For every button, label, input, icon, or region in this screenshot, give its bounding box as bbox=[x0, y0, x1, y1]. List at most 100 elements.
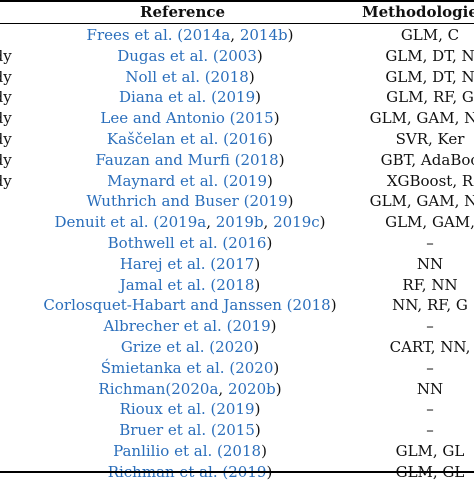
citation-punctuation: ) bbox=[254, 275, 261, 294]
citation-link[interactable]: 2020a bbox=[171, 379, 219, 398]
cell-methodologies: NN, RF, G bbox=[392, 296, 468, 315]
table-row: udyFauzan and Murfi (2018)GBT, AdaBoo bbox=[0, 150, 474, 171]
citation-link[interactable]: 2016 bbox=[229, 129, 268, 148]
citation-link[interactable]: 2019 bbox=[216, 400, 255, 419]
citation-link[interactable]: 2015 bbox=[216, 421, 255, 440]
cell-methodologies: GLM, C bbox=[400, 26, 460, 44]
citation-link[interactable]: Jamal et al. ( bbox=[119, 275, 217, 294]
cell-reference: Rioux et al. (2019) bbox=[0, 399, 380, 420]
citation-link[interactable]: Bothwell et al. ( bbox=[107, 233, 229, 252]
citation-link[interactable]: 2018 bbox=[216, 275, 255, 294]
citation-link[interactable]: Albrecher et al. ( bbox=[103, 317, 233, 336]
table-row: Harej et al. (2017) NN bbox=[0, 254, 474, 275]
citation-link[interactable]: Harej et al. ( bbox=[119, 254, 217, 273]
citation-punctuation: , bbox=[206, 213, 216, 232]
citation-link[interactable]: 2016 bbox=[228, 233, 267, 252]
citation-link[interactable]: 2018 bbox=[222, 441, 262, 460]
citation-link[interactable]: 2019 bbox=[216, 88, 256, 107]
citation-link[interactable]: Lee and Antonio ( bbox=[100, 109, 236, 128]
cell-reference: Denuit et al. (2019a, 2019b, 2019c) bbox=[0, 212, 380, 233]
citation-link[interactable]: 2018 bbox=[210, 67, 249, 86]
citation-punctuation: , bbox=[218, 379, 228, 398]
citation-link[interactable]: 2019 bbox=[228, 171, 268, 190]
citation-punctuation: ) bbox=[278, 150, 285, 169]
table-body: Frees et al. (2014a, 2014b)GLM, CudyDuga… bbox=[0, 25, 474, 483]
cell-methodologies: GLM, GAM, NN bbox=[369, 192, 474, 211]
cell-methodologies: GLM, GAM, bbox=[385, 213, 474, 232]
cell-reference: Bothwell et al. (2016) bbox=[0, 233, 380, 254]
citation-link[interactable]: 2019c bbox=[273, 213, 320, 232]
table-row: Jamal et al. (2018) RF, NN bbox=[0, 275, 474, 296]
citation-link[interactable]: 2014b bbox=[239, 26, 288, 44]
citation-link[interactable]: Maynard et al. ( bbox=[107, 171, 229, 190]
citation-link[interactable]: Fauzan and Murfi ( bbox=[95, 150, 241, 169]
citation-link[interactable]: 2019 bbox=[232, 317, 271, 336]
citation-punctuation: ) bbox=[273, 109, 280, 128]
citation-punctuation: ) bbox=[254, 400, 261, 419]
citation-link[interactable]: Frees et al. ( bbox=[86, 26, 184, 44]
citation-link[interactable]: Kaščelan et al. ( bbox=[106, 129, 230, 148]
cell-reference: Dugas et al. (2003) bbox=[0, 46, 380, 67]
cell-methodologies: NN bbox=[416, 254, 444, 273]
cell-methodologies: GLM, GAM, NN bbox=[369, 109, 474, 128]
table-row: Corlosquet-Habart and Janssen (2018) NN, … bbox=[0, 295, 474, 316]
citation-punctuation: ) bbox=[330, 296, 337, 315]
citation-link[interactable]: Bruer et al. ( bbox=[119, 421, 217, 440]
cell-reference: Maynard et al. (2019) bbox=[0, 171, 380, 192]
cell-methodologies: – bbox=[426, 421, 434, 440]
cell-methodologies: XGBoost, R bbox=[386, 171, 474, 190]
citation-link[interactable]: Śmietanka et al. ( bbox=[100, 358, 236, 377]
citation-link[interactable]: 2015 bbox=[235, 109, 274, 128]
citation-link[interactable]: Panlilio et al. ( bbox=[113, 441, 223, 460]
citation-link[interactable]: 2020 bbox=[235, 358, 274, 377]
cell-category: udy bbox=[0, 150, 12, 169]
citation-link[interactable]: Corlosquet-Habart and Janssen ( bbox=[43, 296, 293, 315]
citation-link[interactable]: 2018 bbox=[240, 150, 279, 169]
citation-link[interactable]: 2019 bbox=[249, 192, 288, 211]
citation-punctuation: ) bbox=[261, 441, 267, 460]
citation-link[interactable]: 2003 bbox=[218, 46, 257, 65]
citation-link[interactable]: Diana et al. ( bbox=[119, 88, 217, 107]
citation-link[interactable]: Noll et al. ( bbox=[125, 67, 211, 86]
cell-reference: Jamal et al. (2018) bbox=[0, 275, 380, 296]
cell-category: udy bbox=[0, 109, 12, 128]
cell-category: udy bbox=[0, 67, 12, 86]
cell-methodologies: – bbox=[426, 317, 434, 336]
citation-link[interactable]: 2014a bbox=[183, 26, 231, 44]
citation-link[interactable]: Richman( bbox=[98, 379, 172, 398]
cell-methodologies: GLM, GL bbox=[395, 441, 465, 460]
table-row: Śmietanka et al. (2020) – bbox=[0, 358, 474, 379]
cell-reference: Albrecher et al. (2019) bbox=[0, 316, 380, 337]
citation-link[interactable]: Rioux et al. ( bbox=[119, 400, 217, 419]
table-row: udyKaščelan et al. (2016)SVR, Ker bbox=[0, 129, 474, 150]
citation-link[interactable]: Denuit et al. ( bbox=[54, 213, 160, 232]
table-row: Bruer et al. (2015) – bbox=[0, 420, 474, 441]
citation-link[interactable]: Grize et al. ( bbox=[120, 337, 216, 356]
citation-link[interactable]: 2020 bbox=[215, 337, 254, 356]
citation-punctuation: ) bbox=[254, 254, 261, 273]
citation-punctuation: ) bbox=[253, 337, 260, 356]
cell-methodologies: RF, NN bbox=[402, 275, 458, 294]
citation-punctuation: ) bbox=[255, 88, 261, 107]
citation-link[interactable]: 2020b bbox=[227, 379, 276, 398]
cell-category: udy bbox=[0, 129, 12, 148]
cell-methodologies: – bbox=[426, 358, 434, 377]
header-rule bbox=[0, 23, 474, 24]
citation-link[interactable]: Dugas et al. ( bbox=[117, 46, 219, 65]
table-row: sDenuit et al. (2019a, 2019b, 2019c)GLM,… bbox=[0, 212, 474, 233]
cell-reference: Panlilio et al. (2018) bbox=[0, 441, 380, 462]
cell-methodologies: CART, NN, bbox=[389, 337, 471, 356]
table-row: Grize et al. (2020) CART, NN, bbox=[0, 337, 474, 358]
cell-reference: Fauzan and Murfi (2018) bbox=[0, 150, 380, 171]
citation-link[interactable]: 2019a bbox=[159, 213, 207, 232]
citation-punctuation: ) bbox=[275, 379, 282, 398]
table-row: Bothwell et al. (2016) – bbox=[0, 233, 474, 254]
citation-link[interactable]: Wuthrich and Buser ( bbox=[86, 192, 250, 211]
citation-link[interactable]: 2017 bbox=[216, 254, 255, 273]
citation-link[interactable]: 2019b bbox=[215, 213, 264, 232]
cell-methodologies: GBT, AdaBoo bbox=[380, 150, 474, 169]
cell-methodologies: GLM, DT, N bbox=[385, 46, 474, 65]
citation-link[interactable]: 2018 bbox=[292, 296, 331, 315]
cell-reference: Corlosquet-Habart and Janssen (2018) bbox=[0, 295, 380, 316]
table-row: Rioux et al. (2019) – bbox=[0, 399, 474, 420]
